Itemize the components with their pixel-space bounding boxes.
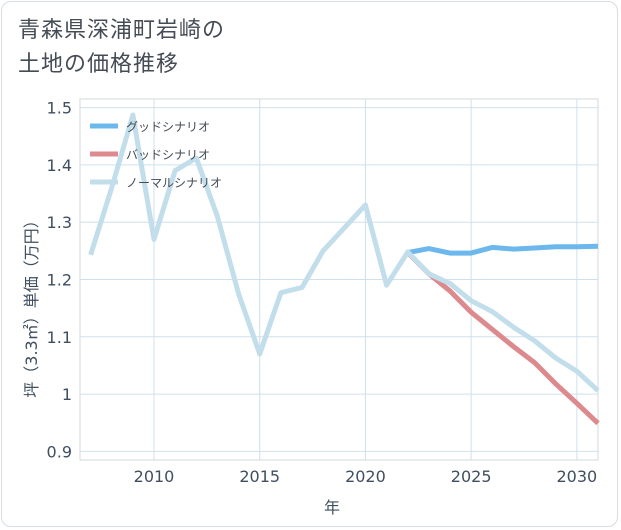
y-tick-label: 1.5 bbox=[47, 99, 72, 118]
series-line-2 bbox=[88, 112, 600, 393]
y-tick-label: 1.1 bbox=[47, 328, 72, 347]
x-tick-label: 2010 bbox=[134, 467, 175, 486]
legend-label-0: グッドシナリオ bbox=[126, 120, 210, 134]
title-line-1: 青森県深浦町岩崎の bbox=[18, 18, 226, 43]
title-line-2: 土地の価格推移 bbox=[18, 52, 180, 77]
legend-label-2: ノーマルシナリオ bbox=[126, 176, 222, 190]
y-tick-label: 1 bbox=[62, 385, 72, 404]
x-tick-label: 2030 bbox=[556, 467, 597, 486]
page-title: 青森県深浦町岩崎の 土地の価格推移 bbox=[18, 14, 225, 82]
y-tick-label: 1.3 bbox=[47, 213, 72, 232]
y-tick-label: 1.4 bbox=[47, 156, 72, 175]
y-axis-ticks: 0.9 1 1.1 1.2 1.3 1.4 1.5 bbox=[47, 99, 72, 462]
x-axis-ticks: 2010 2015 2020 2025 2030 bbox=[134, 467, 598, 486]
y-tick-label: 1.2 bbox=[47, 271, 72, 290]
y-tick-label: 0.9 bbox=[47, 442, 72, 461]
series-layer bbox=[88, 112, 600, 426]
series-line-0 bbox=[407, 243, 599, 256]
x-axis-label: 年 bbox=[324, 498, 340, 517]
legend-label-1: バッドシナリオ bbox=[126, 148, 210, 162]
x-tick-label: 2025 bbox=[451, 467, 492, 486]
x-tick-label: 2020 bbox=[345, 467, 386, 486]
y-axis-label: 坪（3.3㎡）単価（万円） bbox=[22, 212, 41, 397]
x-tick-label: 2015 bbox=[239, 467, 280, 486]
grid-lines bbox=[80, 99, 598, 460]
series-line-1 bbox=[405, 250, 600, 426]
